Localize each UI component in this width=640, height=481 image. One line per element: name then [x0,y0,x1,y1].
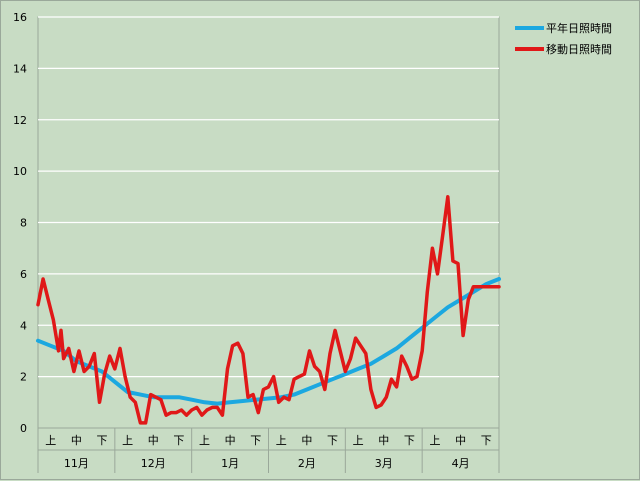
y-tick-label: 10 [13,165,27,178]
y-tick-label: 12 [13,114,27,127]
series-line-0 [36,277,501,406]
y-tick-label: 4 [20,319,27,332]
x-decade-label: 上 [199,434,210,447]
x-decade-label: 上 [276,434,287,447]
x-decade-label: 上 [122,434,133,447]
x-decade-label: 中 [455,434,466,447]
y-axis: 0 2 4 6 8 10 12 14 16 [13,11,27,435]
legend-label: 移動日照時間 [546,42,612,56]
grid-lines [38,16,499,378]
x-decade-label: 下 [327,434,338,447]
x-decade-label: 中 [225,434,236,447]
x-decade-label: 上 [45,434,56,447]
x-month-label: 2月 [298,457,316,470]
x-decade-label: 中 [148,434,159,447]
y-tick-label: 16 [13,11,27,24]
series-layer [36,195,501,425]
x-month-label: 1月 [221,457,239,470]
y-tick-label: 8 [20,217,27,230]
x-decade-label: 下 [97,434,108,447]
x-month-label: 12月 [141,457,166,470]
x-decade-label: 下 [404,434,415,447]
x-axis: 上中下11月上中下12月上中下1月上中下2月上中下3月上中下4月 [37,428,500,473]
legend-label: 平年日照時間 [546,21,612,35]
x-decade-label: 下 [481,434,492,447]
x-decade-label: 上 [429,434,440,447]
x-decade-label: 下 [250,434,261,447]
y-tick-label: 14 [13,62,27,75]
x-decade-label: 下 [173,434,184,447]
x-month-label: 3月 [375,457,393,470]
x-month-label: 4月 [452,457,470,470]
x-decade-label: 上 [353,434,364,447]
y-tick-label: 2 [20,371,27,384]
series-line-1 [36,195,501,425]
x-month-label: 11月 [64,457,89,470]
x-decade-label: 中 [378,434,389,447]
y-tick-label: 0 [20,422,27,435]
x-decade-label: 中 [71,434,82,447]
y-tick-label: 6 [20,268,27,281]
x-decade-label: 中 [301,434,312,447]
